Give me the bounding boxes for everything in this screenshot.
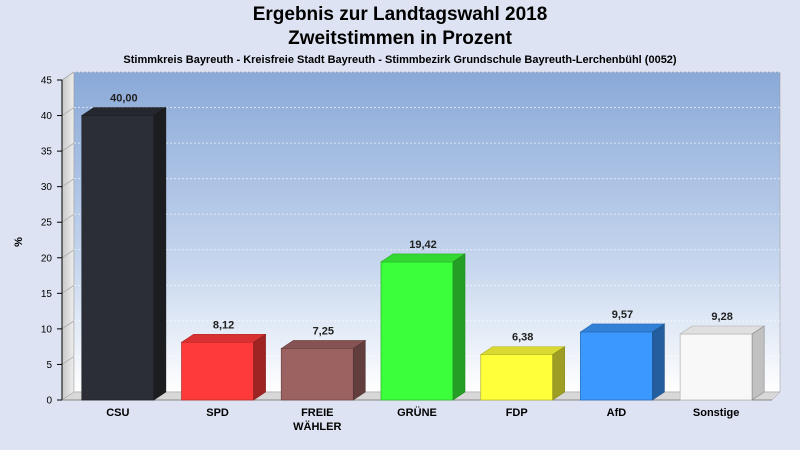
gridline-wall [61, 356, 75, 365]
y-tick-label: 5 [46, 360, 52, 371]
bar [380, 253, 466, 401]
y-axis-label: % [13, 237, 25, 247]
x-tick-label: SPD [206, 407, 229, 419]
gridline-wall [61, 249, 75, 259]
bar-front [679, 333, 753, 401]
bar [579, 323, 666, 401]
bar-top [679, 325, 766, 335]
data-label: 40,00 [110, 93, 138, 105]
plot-left-wall [61, 71, 75, 401]
y-tick-label: 20 [41, 253, 53, 264]
bar-front [81, 115, 155, 401]
bar [180, 333, 267, 401]
chart-region-caption: Stimmkreis Bayreuth - Kreisfreie Stadt B… [123, 54, 677, 66]
bar [280, 339, 367, 401]
data-label: 6,38 [512, 332, 533, 344]
chart-title: Ergebnis zur Landtagswahl 2018 [252, 4, 548, 25]
data-label: 19,42 [409, 239, 437, 251]
gridline-wall [61, 213, 75, 223]
bar-side [253, 333, 266, 401]
bar [679, 325, 766, 401]
bar-front [181, 341, 254, 401]
y-tick-label: 30 [41, 182, 53, 193]
x-tick-label: GRÜNE [397, 406, 437, 419]
y-tick-label: 35 [41, 147, 53, 158]
bar [80, 106, 167, 401]
bar [479, 346, 566, 401]
gridline-wall [61, 178, 75, 187]
data-label: 9,57 [612, 309, 633, 321]
bar-front [580, 331, 653, 401]
bar-side [751, 325, 765, 401]
bar-front [480, 354, 554, 401]
bar-side [452, 253, 466, 401]
x-tick-label: AfD [607, 407, 627, 419]
y-tick-label: 25 [41, 218, 53, 229]
data-label: 7,25 [313, 325, 334, 337]
gridline-wall [61, 71, 75, 81]
gridline-wall [61, 142, 75, 152]
gridline-wall [61, 285, 75, 294]
bar-top [579, 323, 666, 333]
bar-top [280, 340, 367, 349]
bar-top [380, 253, 466, 263]
y-tick-label: 0 [46, 396, 52, 407]
bar-front [280, 348, 354, 401]
bar-top [479, 346, 566, 355]
gridline-wall [61, 320, 75, 330]
bar-top [80, 107, 167, 116]
bar-side [352, 339, 366, 401]
x-tick-label: FDP [506, 407, 528, 419]
chart-subtitle: Zweitstimmen in Prozent [288, 28, 512, 49]
data-label: 8,12 [213, 319, 234, 331]
y-tick-label: 10 [41, 324, 53, 335]
gridline-wall [61, 107, 75, 116]
y-tick-label: 15 [41, 289, 53, 300]
y-tick-label: 40 [41, 111, 53, 122]
bar-side [153, 106, 167, 401]
y-tick-label: 45 [41, 76, 53, 87]
x-tick-label: Sonstige [693, 407, 739, 419]
x-tick-label: CSU [106, 407, 129, 419]
bar-top [180, 333, 267, 343]
data-label: 9,28 [711, 311, 732, 323]
bar-side [552, 346, 566, 401]
bar-side [652, 323, 665, 401]
x-tick-label: FREIE WÄHLER [293, 407, 341, 433]
bar-front [380, 261, 454, 401]
